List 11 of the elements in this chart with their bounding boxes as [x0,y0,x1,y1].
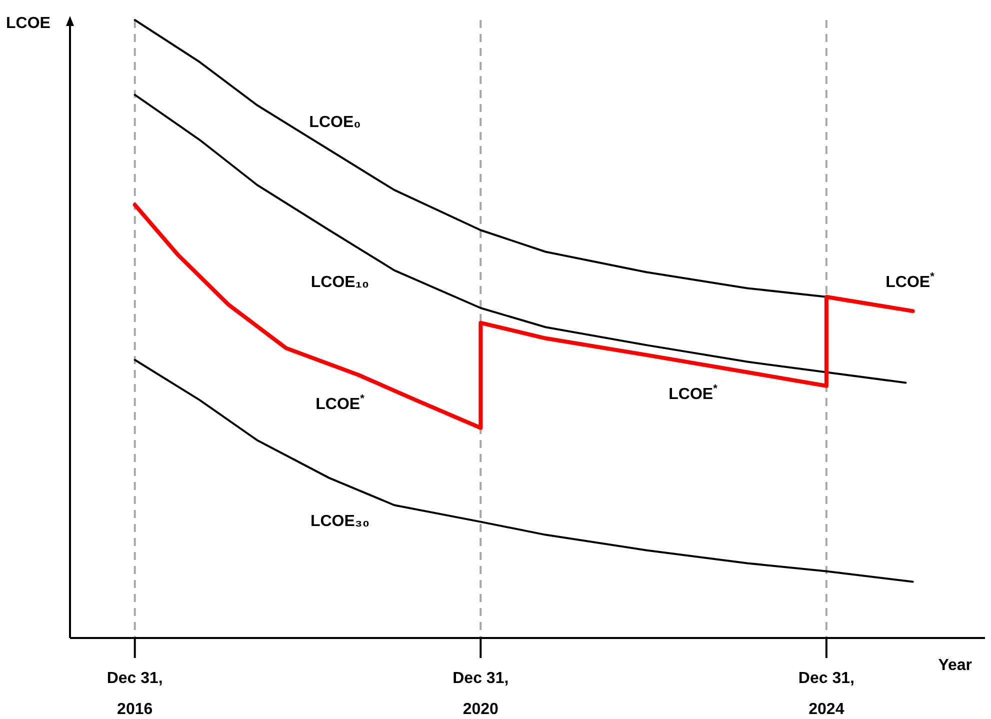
series-label: LCOE₀ [309,114,361,132]
annotation: LCOE$^{*}$ [668,382,718,404]
x-axis-title: Year [938,657,972,674]
series-label: LCOE₃₀ [310,513,370,530]
series-label: LCOE$^{*}$ [316,392,366,414]
x-tick-label: Dec 31, 2016 [106,670,163,718]
y-axis-title: LCOE [6,15,51,32]
annotation: LCOE$^{*}$ [886,270,936,292]
x-tick-label: Dec 31, 2020 [452,670,509,718]
series-label: LCOE₁₀ [310,274,370,292]
x-tick-label: Dec 31, 2024 [798,670,854,718]
